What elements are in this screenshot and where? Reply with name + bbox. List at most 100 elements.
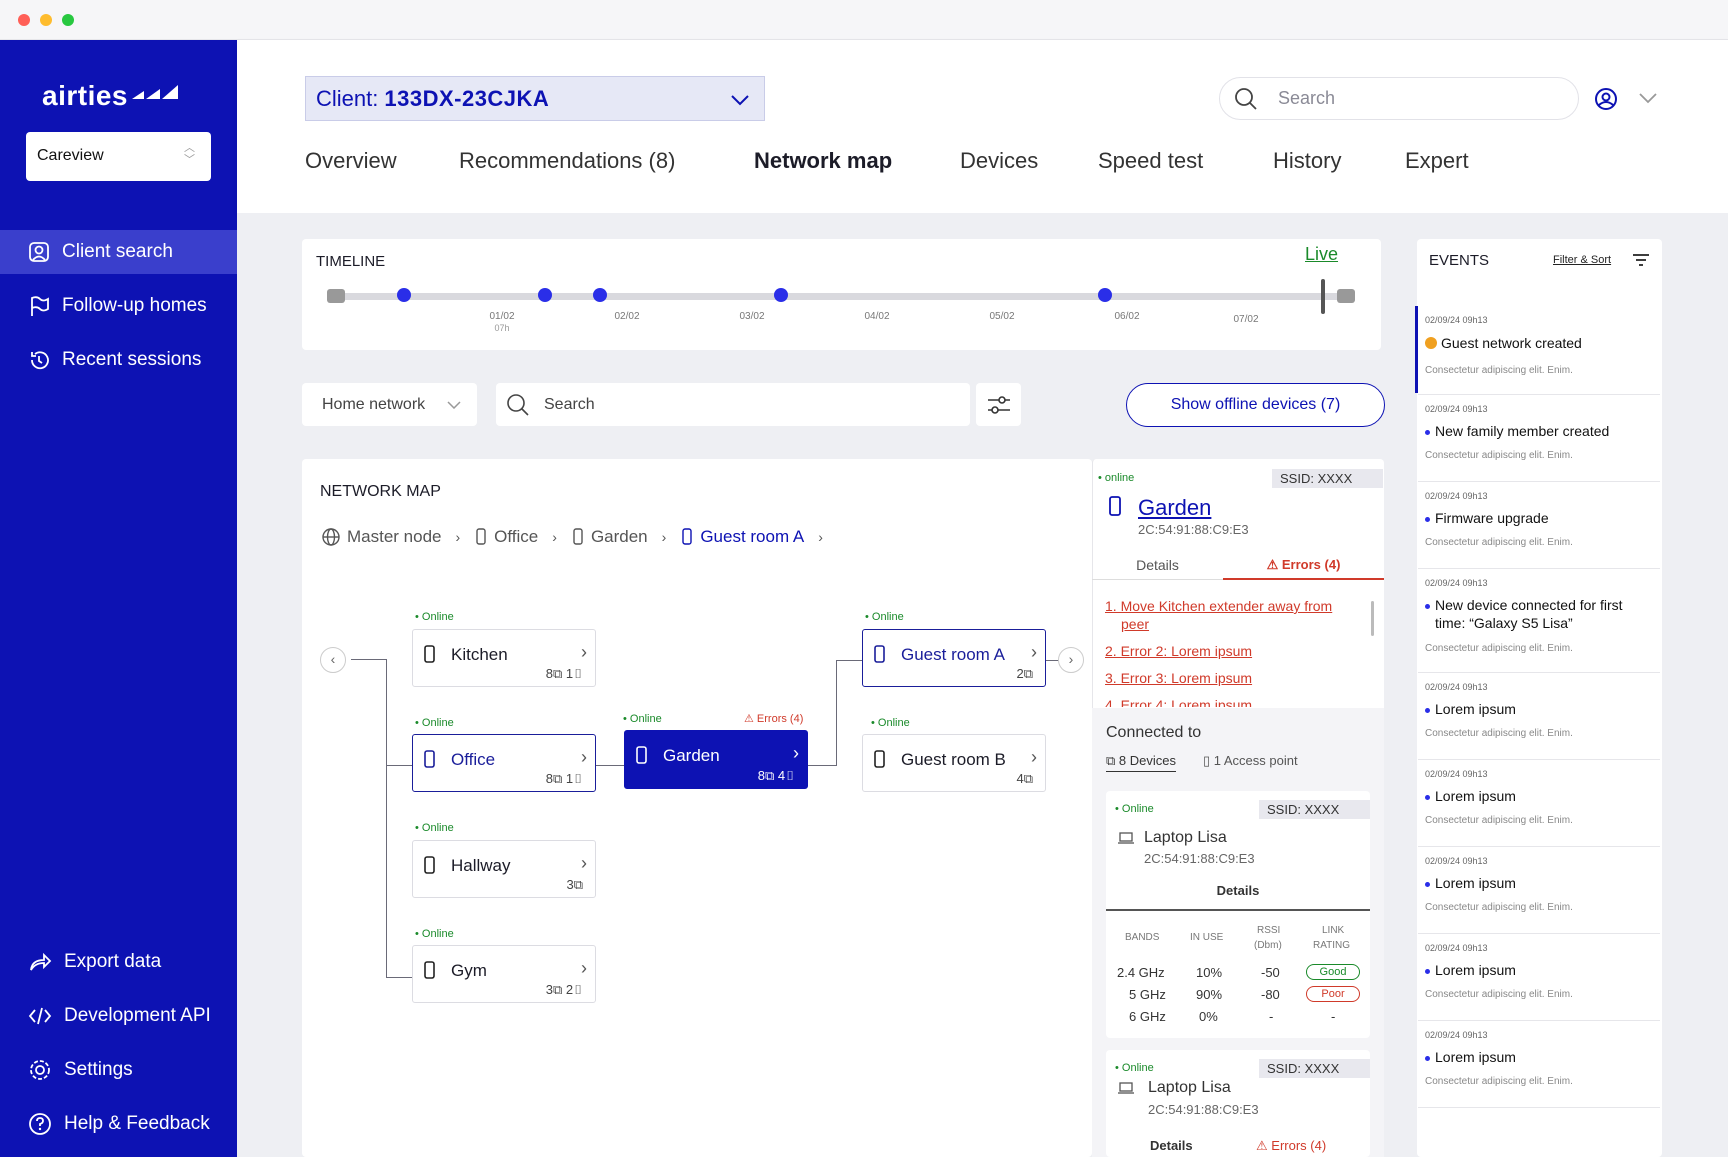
- network-select[interactable]: Home network: [302, 383, 477, 426]
- detail-node-name[interactable]: Garden: [1138, 495, 1212, 520]
- event-item[interactable]: 02/09/24 09h13 Lorem ipsum Consectetur a…: [1418, 760, 1660, 847]
- tree-connector: [351, 659, 386, 660]
- node-guest-room-a[interactable]: Guest room A › 2⧉: [862, 629, 1046, 687]
- event-bullet: [1425, 794, 1430, 800]
- timeline-event-dot[interactable]: [1098, 288, 1112, 302]
- event-item[interactable]: 02/09/24 09h13 Lorem ipsum Consectetur a…: [1418, 1021, 1660, 1108]
- node-name: Guest room B: [901, 750, 1006, 769]
- error-item-continued[interactable]: peer: [1121, 616, 1150, 632]
- connected-devices-link[interactable]: ⧉ 8 Devices: [1106, 753, 1176, 772]
- error-item[interactable]: 1. Move Kitchen extender away from: [1105, 598, 1333, 614]
- node-counts: 3⧉ 2▯: [545, 982, 583, 997]
- node-office[interactable]: Office › 8⧉ 1▯: [412, 734, 596, 792]
- device-mac: 2C:54:91:88:C9:E3: [1144, 851, 1255, 866]
- close-window-button[interactable]: [18, 14, 30, 26]
- extender-icon: [424, 961, 435, 979]
- event-item[interactable]: 02/09/24 09h13 Lorem ipsum Consectetur a…: [1418, 673, 1660, 760]
- sidebar-item-help-feedback[interactable]: Help & Feedback: [0, 1102, 237, 1146]
- breadcrumb-office[interactable]: Office: [494, 527, 539, 546]
- errors-scrollbar[interactable]: [1371, 601, 1374, 636]
- maximize-window-button[interactable]: [62, 14, 74, 26]
- filter-settings-button[interactable]: [976, 383, 1021, 426]
- filter-sort-link[interactable]: Filter & Sort: [1553, 254, 1612, 266]
- node-garden[interactable]: Garden › 8⧉ 4▯: [624, 730, 808, 789]
- user-avatar-icon[interactable]: [1594, 87, 1618, 111]
- timeline-event-dot[interactable]: [397, 288, 411, 302]
- sidebar-item-development-api[interactable]: Development API: [0, 994, 237, 1038]
- client-select[interactable]: Client: 133DX-23CJKA: [305, 76, 765, 121]
- top-header: [237, 40, 1728, 213]
- tree-connector: [596, 765, 624, 766]
- sidebar-item-export-data[interactable]: Export data: [0, 940, 237, 984]
- detail-tab-details[interactable]: Details: [1092, 549, 1223, 580]
- tab-speed-test[interactable]: Speed test: [1098, 148, 1204, 173]
- node-name: Kitchen: [451, 645, 508, 664]
- filter-icon[interactable]: [1632, 253, 1650, 267]
- ap-count: 1: [565, 771, 574, 786]
- device-details-tab[interactable]: Details: [1150, 1138, 1193, 1153]
- extender-icon: [636, 746, 647, 764]
- sidebar-item-follow-up-homes[interactable]: Follow-up homes: [0, 284, 237, 328]
- map-scroll-left-button[interactable]: ‹: [320, 647, 346, 673]
- timeline-event-dot[interactable]: [538, 288, 552, 302]
- error-item[interactable]: 2. Error 2: Lorem ipsum: [1105, 643, 1253, 659]
- device-errors-tab[interactable]: ⚠ Errors (4): [1256, 1138, 1327, 1153]
- device-card[interactable]: [1106, 791, 1370, 1038]
- map-scroll-right-button[interactable]: ›: [1058, 647, 1084, 673]
- timeline-end-handle[interactable]: [1337, 289, 1355, 303]
- sidebar-item-settings[interactable]: Settings: [0, 1048, 237, 1092]
- client-id: 133DX-23CJKA: [384, 85, 550, 111]
- product-select[interactable]: Careview ︿ ﹀: [26, 132, 211, 181]
- event-time: 02/09/24 09h13: [1425, 491, 1488, 501]
- event-item[interactable]: 02/09/24 09h13 Lorem ipsum Consectetur a…: [1418, 934, 1660, 1021]
- timeline-event-dot[interactable]: [774, 288, 788, 302]
- node-gym[interactable]: Gym › 3⧉ 2▯: [412, 945, 596, 1003]
- event-item[interactable]: 02/09/24 09h13 New device connected for …: [1418, 569, 1660, 673]
- breadcrumb-guest-room-a[interactable]: Guest room A: [700, 527, 805, 546]
- global-search-input[interactable]: Search: [1219, 77, 1579, 120]
- status-text: Online: [421, 822, 454, 834]
- device-search-input[interactable]: Search: [496, 383, 970, 426]
- node-errors-badge[interactable]: ⚠ Errors (4): [744, 713, 804, 725]
- tab-overview[interactable]: Overview: [305, 148, 397, 173]
- show-offline-devices-button[interactable]: Show offline devices (7): [1126, 383, 1385, 427]
- sidebar-item-client-search[interactable]: Client search: [0, 230, 237, 274]
- node-kitchen[interactable]: Kitchen › 8⧉ 1▯: [412, 629, 596, 687]
- timeline-track[interactable]: [333, 293, 1353, 300]
- show-offline-label: Show offline devices (7): [1170, 396, 1341, 413]
- tab-expert[interactable]: Expert: [1405, 148, 1469, 173]
- event-item[interactable]: 02/09/24 09h13 Guest network created Con…: [1418, 306, 1660, 395]
- tab-history[interactable]: History: [1273, 148, 1342, 173]
- error-item[interactable]: 3. Error 3: Lorem ipsum: [1105, 670, 1253, 686]
- connected-ap-link[interactable]: ▯ 1 Access point: [1203, 753, 1298, 768]
- extender-icon: [424, 856, 435, 874]
- detail-tab-errors[interactable]: ⚠ Errors (4): [1223, 549, 1384, 580]
- node-hallway[interactable]: Hallway › 3⧉: [412, 840, 596, 898]
- event-item[interactable]: 02/09/24 09h13 New family member created…: [1418, 395, 1660, 482]
- ap-count: 1: [565, 666, 574, 681]
- tab-recommendations[interactable]: Recommendations (8): [459, 148, 676, 173]
- in-use-cell: 90%: [1196, 987, 1223, 1002]
- breadcrumb-master-node[interactable]: Master node: [347, 527, 442, 546]
- laptop-icon: [1118, 832, 1134, 844]
- events-title: EVENTS: [1429, 252, 1490, 269]
- sidebar-item-recent-sessions[interactable]: Recent sessions: [0, 338, 237, 382]
- event-title: Lorem ipsum: [1425, 788, 1516, 804]
- user-menu-chevron-icon[interactable]: [1638, 92, 1658, 104]
- history-icon: [31, 351, 49, 370]
- event-item[interactable]: 02/09/24 09h13 Lorem ipsum Consectetur a…: [1418, 847, 1660, 934]
- node-status-online: • Online: [865, 611, 904, 623]
- timeline-event-dot[interactable]: [593, 288, 607, 302]
- breadcrumb-garden[interactable]: Garden: [590, 527, 648, 546]
- minimize-window-button[interactable]: [40, 14, 52, 26]
- timeline-live-link[interactable]: Live: [1305, 244, 1339, 264]
- device-details-tab[interactable]: Details: [1106, 883, 1370, 911]
- error-item[interactable]: 4. Error 4: Lorem ipsum: [1105, 697, 1253, 707]
- node-guest-room-b[interactable]: Guest room B › 4⧉: [862, 734, 1046, 792]
- event-item[interactable]: 02/09/24 09h13 Firmware upgrade Consecte…: [1418, 482, 1660, 569]
- timeline-cursor[interactable]: [1321, 279, 1325, 314]
- tab-network-map[interactable]: Network map: [754, 148, 893, 173]
- event-title: Guest network created: [1425, 335, 1582, 351]
- tab-devices[interactable]: Devices: [960, 148, 1039, 173]
- timeline-start-handle[interactable]: [327, 289, 345, 303]
